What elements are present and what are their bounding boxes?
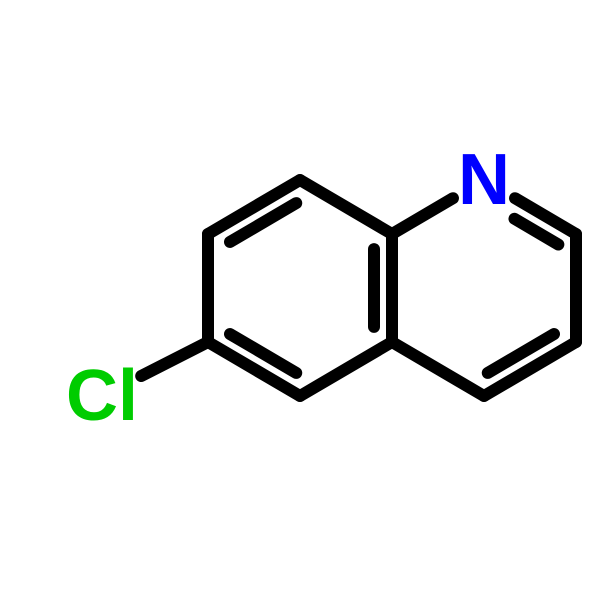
molecule-diagram: N Cl bbox=[0, 0, 600, 600]
bond bbox=[300, 342, 392, 396]
bonds-layer bbox=[141, 180, 576, 396]
bond bbox=[300, 180, 392, 234]
bond bbox=[392, 342, 484, 396]
bond bbox=[141, 342, 208, 376]
bond bbox=[392, 198, 453, 234]
atom-label-cl: Cl bbox=[66, 356, 138, 436]
atom-label-n: N bbox=[458, 140, 510, 220]
